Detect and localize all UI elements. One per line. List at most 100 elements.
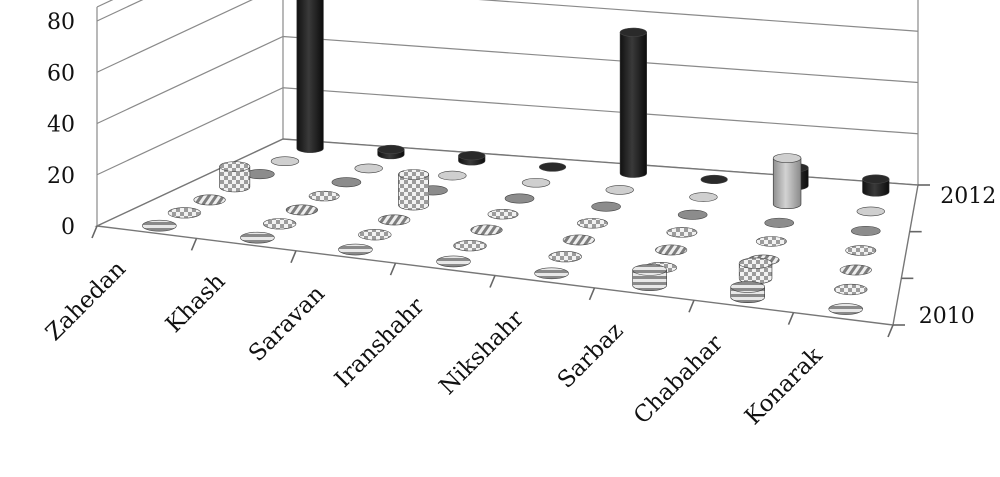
cylinder-top	[772, 153, 802, 163]
x-tick-7	[787, 312, 795, 325]
cylinder-top	[377, 144, 405, 155]
cylinder-diagonal-stripes-konarak	[839, 264, 872, 276]
cylinder-solid-dark-zahedan	[296, 0, 324, 153]
gridline-60	[96, 0, 919, 73]
cylinder-checkered-konarak	[845, 245, 877, 256]
cylinder-top	[700, 174, 728, 185]
cylinder-top	[285, 204, 318, 216]
cylinder-top	[856, 206, 885, 217]
cylinder-top	[470, 224, 503, 236]
cylinder-top	[839, 264, 872, 276]
x-tick-6	[688, 299, 695, 313]
cylinder-body	[296, 0, 324, 153]
cylinder-horizontal-stripes-khash	[240, 231, 275, 244]
cylinder-body	[619, 31, 647, 178]
cylinder-checkered-khash	[262, 218, 297, 230]
cylinder-solid-dark-iranshahr	[538, 162, 567, 172]
cylinder-diagonal-stripes-nikshahr	[562, 234, 595, 246]
cylinder-top	[458, 151, 486, 161]
category-label-0: Zahedan	[41, 256, 131, 346]
cylinder-top	[591, 201, 621, 212]
x-tick-3	[389, 262, 397, 276]
cylinder-checkered-saravan	[358, 229, 392, 241]
cylinder-solid-light-sarbaz	[689, 192, 718, 202]
cylinder-top	[193, 194, 226, 206]
cylinder-checkered-khash	[308, 190, 340, 202]
cylinder-top	[521, 177, 551, 188]
cylinder-top	[240, 231, 275, 244]
cylinder-solid-dark-sarbaz	[700, 174, 728, 185]
cylinder-solid-light-iranshahr	[521, 177, 551, 188]
x-tick-8	[887, 324, 894, 338]
cylinder-checkered-chabahar	[738, 257, 773, 285]
cylinder-solid-light-nikshahr	[605, 185, 634, 195]
cylinder-solid-khash	[331, 177, 362, 188]
x-tick-5	[588, 287, 596, 301]
cylinder-solid-light-zahedan	[270, 156, 300, 167]
cylinder-top	[453, 240, 487, 252]
cylinder-top	[262, 218, 297, 230]
chart-bars	[142, 0, 890, 315]
cylinder-top	[619, 27, 647, 37]
cylinder-body	[219, 166, 251, 193]
cylinder-body	[862, 178, 890, 197]
cylinder-horizontal-stripes-saravan	[338, 243, 373, 256]
cylinder-top	[358, 229, 392, 241]
cylinder-top	[219, 161, 251, 172]
x-tick-4	[489, 275, 496, 288]
y-tick-label-60: 60	[47, 61, 75, 86]
x-tick-2	[290, 250, 297, 264]
cylinder-body	[772, 157, 802, 210]
cylinder-solid-dark-khash	[377, 144, 405, 160]
cylinder-solid-light-chabahar	[772, 153, 802, 210]
cylinder-body	[632, 269, 667, 292]
cylinder-top	[666, 227, 698, 238]
cylinder-diagonal-stripes-khash	[285, 204, 318, 216]
cylinder-top	[438, 170, 467, 181]
cylinder-solid-chabahar	[764, 217, 795, 228]
cylinder-horizontal-stripes-sarbaz	[632, 264, 667, 292]
cylinder-horizontal-stripes-konarak	[828, 303, 864, 315]
cylinder-top	[738, 257, 773, 269]
cylinder-horizontal-stripes-iranshahr	[436, 255, 471, 268]
cylinder-solid-sarbaz	[677, 209, 708, 220]
cylinder-top	[378, 214, 411, 226]
cylinder-top	[142, 219, 177, 232]
cylinder-top	[308, 190, 340, 202]
cylinder-checkered-zahedan	[167, 207, 202, 219]
cylinder-top	[845, 245, 877, 256]
y-tick-label-20: 20	[47, 164, 75, 189]
cylinder-top	[548, 251, 582, 263]
cylinder-top	[562, 234, 595, 246]
cylinder-solid-iranshahr	[504, 193, 535, 204]
cylinder-top	[487, 209, 519, 220]
cylinder-solid-light-konarak	[856, 206, 885, 217]
category-label-7: Konarak	[740, 342, 828, 430]
cylinder-solid-dark-saravan	[458, 151, 486, 166]
cylinder-top	[534, 267, 569, 280]
cylinder-diagonal-stripes-saravan	[378, 214, 411, 226]
cylinder-top	[338, 243, 373, 256]
cylinder-top	[655, 244, 688, 256]
cylinder-solid-light-khash	[354, 163, 383, 174]
y-tick-label-40: 40	[47, 113, 75, 138]
category-label-3: Iranshahr	[330, 293, 430, 393]
category-label-4: Nikshahr	[435, 306, 529, 400]
cylinder-top	[677, 209, 708, 220]
cylinder-top	[354, 163, 383, 174]
cylinder-diagonal-stripes-sarbaz	[655, 244, 688, 256]
cylinder-top	[850, 225, 881, 236]
y-tick-label-0: 0	[61, 215, 75, 240]
cylinder-checkered-nikshahr	[548, 251, 582, 263]
x-tick-0	[91, 225, 98, 239]
cylinder-solid-light-saravan	[438, 170, 467, 181]
category-label-2: Saravan	[244, 281, 330, 367]
cylinder-solid-konarak	[850, 225, 881, 236]
cylinder-top	[538, 162, 567, 172]
cylinder-horizontal-stripes-nikshahr	[534, 267, 569, 280]
cylinder-checkered-nikshahr	[577, 218, 608, 229]
cylinder-checkered-saravan	[398, 169, 430, 211]
x-tick-1	[190, 238, 198, 251]
cylinder-top	[436, 255, 471, 268]
cylinder-top	[504, 193, 535, 204]
